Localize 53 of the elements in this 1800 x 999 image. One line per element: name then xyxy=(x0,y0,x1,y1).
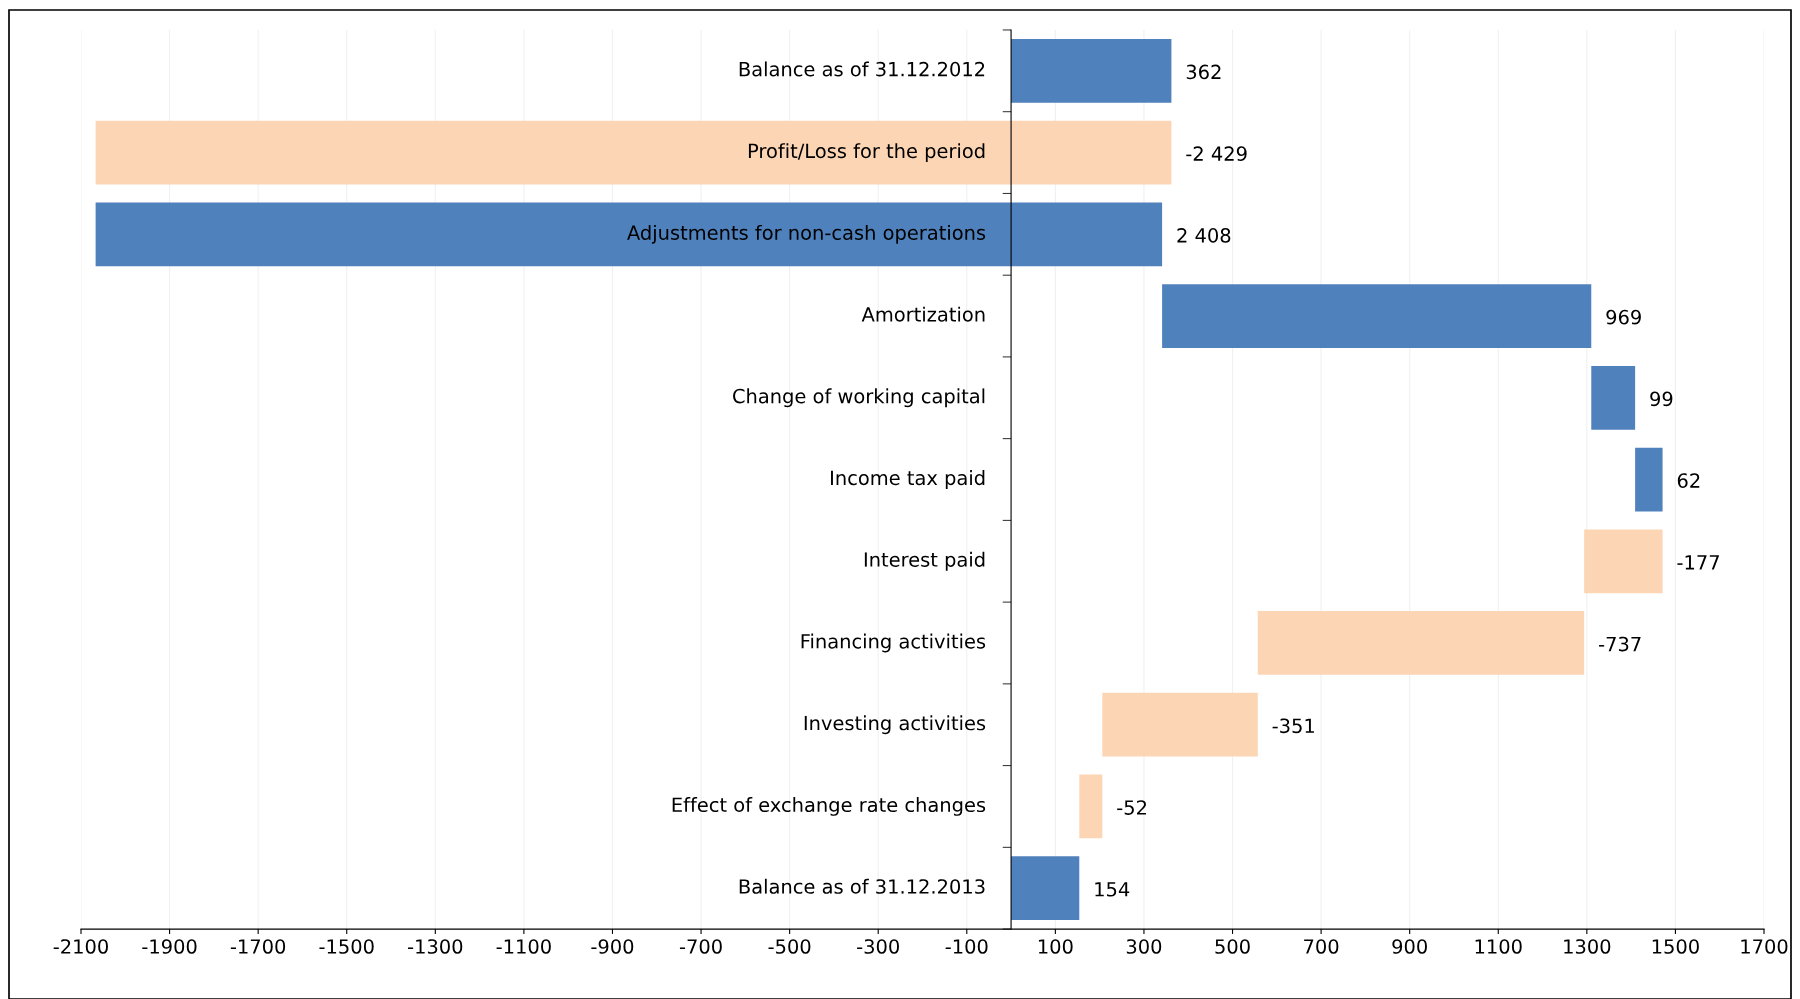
y-tick-label: Interest paid xyxy=(864,551,985,571)
bar xyxy=(1635,447,1663,512)
data-label: 99 xyxy=(1650,391,1673,407)
data-label: -351 xyxy=(1272,718,1314,734)
y-tick-label: Balance as of 31.12.2012 xyxy=(739,61,985,77)
bar xyxy=(1591,365,1636,430)
x-tick-label: 700 xyxy=(1304,939,1339,954)
x-tick-label: 1100 xyxy=(1475,939,1522,954)
data-label: 154 xyxy=(1095,882,1130,897)
y-tick-label: Effect of exchange rate changes xyxy=(672,797,986,816)
x-tick-label: 900 xyxy=(1392,939,1427,954)
x-tick-label: 1700 xyxy=(1741,939,1788,954)
bar xyxy=(1102,692,1258,757)
x-tick-label: -500 xyxy=(768,939,811,954)
bar xyxy=(95,202,1163,267)
x-tick-label: -300 xyxy=(857,939,899,954)
data-label: 2 408 xyxy=(1177,228,1231,243)
x-tick-label: -1500 xyxy=(319,939,374,954)
y-tick-label: Balance as of 31.12.2013 xyxy=(739,878,985,894)
x-tick-label: 500 xyxy=(1215,939,1250,954)
bar xyxy=(1011,38,1172,103)
data-label: -177 xyxy=(1677,555,1719,570)
data-label: 969 xyxy=(1606,309,1641,325)
y-tick-label: Investing activities xyxy=(804,715,986,735)
bar xyxy=(1079,774,1103,839)
x-tick-label: 100 xyxy=(1038,939,1073,954)
bar xyxy=(1257,611,1585,675)
y-tick-label: Income tax paid xyxy=(831,470,985,489)
y-tick-label: Profit/Loss for the period xyxy=(748,143,985,162)
y-tick-label: Financing activities xyxy=(801,633,986,653)
x-tick-label: -1700 xyxy=(230,939,286,954)
x-tick-label: -100 xyxy=(945,939,988,954)
x-tick-label: -2100 xyxy=(53,939,108,954)
data-label: -2 429 xyxy=(1186,146,1247,161)
bar xyxy=(1162,284,1592,348)
x-tick-label: 300 xyxy=(1126,939,1162,954)
bar xyxy=(95,120,1172,185)
y-tick-label: Amortization xyxy=(861,306,985,322)
y-tick-label: Adjustments for non-cash operations xyxy=(627,224,986,244)
data-label: 362 xyxy=(1186,64,1221,80)
x-tick-label: -1900 xyxy=(142,939,197,954)
bar xyxy=(1011,856,1080,921)
data-label: -52 xyxy=(1117,800,1147,815)
x-tick-label: -1100 xyxy=(496,939,551,954)
x-tick-label: -700 xyxy=(679,939,722,954)
x-tick-label: -900 xyxy=(591,939,634,954)
data-label: 62 xyxy=(1677,473,1700,488)
data-label: -737 xyxy=(1599,636,1641,652)
x-tick-label: -1300 xyxy=(408,939,463,954)
x-tick-label: 1300 xyxy=(1564,939,1611,954)
bar xyxy=(1584,529,1663,594)
x-tick-label: 1500 xyxy=(1652,939,1699,954)
y-tick-label: Change of working capital xyxy=(733,388,985,408)
